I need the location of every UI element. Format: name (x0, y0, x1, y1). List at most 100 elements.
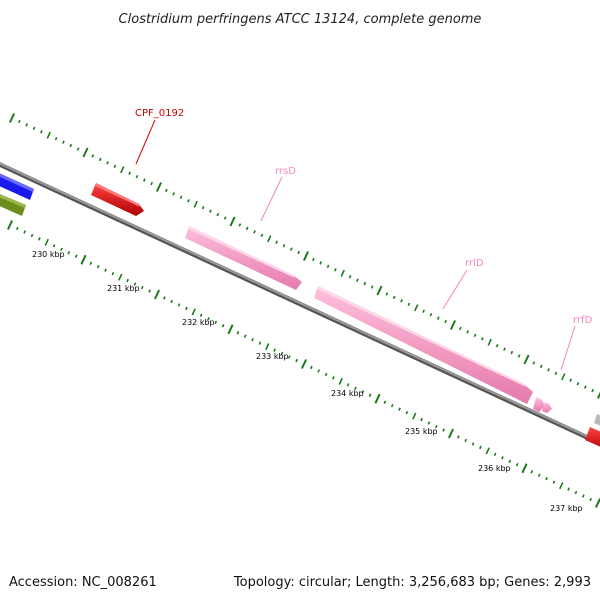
ruler-tick (153, 289, 161, 300)
ruler-labels: 230 kbp 231 kbp 232 kbp 233 kbp 234 kbp … (32, 250, 583, 513)
ruler-tick (589, 497, 593, 502)
ruler-tick (487, 338, 492, 346)
ruler-tick (493, 452, 497, 457)
genome-backbone (0, 162, 600, 446)
feature-gray[interactable] (594, 414, 600, 430)
ruler-tick (485, 447, 490, 455)
ruler-tick (170, 299, 174, 304)
ruler-tick (113, 164, 117, 169)
ruler-tick (245, 226, 249, 231)
ruler-tick (444, 319, 448, 324)
ruler-tick (591, 388, 595, 393)
ruler-tick (46, 131, 51, 139)
gene-cpf-0192[interactable] (91, 183, 144, 216)
ruler-tick (319, 261, 323, 265)
ruler-tick (434, 424, 438, 429)
map-title: Clostridium perfringens ATCC 13124, comp… (119, 12, 482, 27)
ruler-tick (98, 157, 102, 162)
ruler-tick (583, 385, 587, 389)
ruler-tick (142, 178, 146, 182)
ruler-tick (140, 285, 144, 290)
ruler-tick (508, 459, 512, 464)
ruler-tick (62, 140, 65, 144)
ruler-tick (275, 240, 278, 244)
ruler-tick (374, 393, 381, 404)
ruler-tick (80, 254, 87, 265)
ruler-tick (517, 354, 521, 358)
ruler-tick (54, 136, 58, 141)
ruler-tick (390, 403, 394, 408)
ruler-tick (251, 337, 254, 342)
feature-blue[interactable] (0, 169, 34, 200)
ruler-tick (199, 313, 203, 318)
ruler-tick (324, 372, 328, 377)
ruler-tick (326, 264, 330, 269)
ruler-tick (191, 308, 196, 316)
ruler-label-234: 234 kbp (331, 389, 364, 398)
ruler-tick (354, 386, 357, 391)
ruler-label-237: 237 kbp (550, 504, 583, 513)
ruler-tick (407, 302, 411, 307)
ruler-tick (346, 383, 350, 387)
ruler-tick (427, 421, 431, 425)
gene-rrsd[interactable] (185, 226, 302, 290)
ruler-tick (207, 317, 210, 321)
ruler-tick (221, 324, 225, 328)
ruler-tick (554, 371, 558, 376)
ruler-tick (201, 205, 205, 210)
ruler-label-230: 230 kbp (32, 250, 65, 259)
ruler-tick (6, 220, 14, 230)
ruler-tick (135, 174, 139, 179)
ruler-tick (436, 316, 440, 320)
ruler-tick (561, 373, 566, 381)
ruler-tick (179, 195, 183, 200)
ruler-tick (52, 244, 56, 248)
accession-text: Accession: NC_008261 (9, 575, 157, 590)
ruler-tick (332, 376, 335, 380)
ruler-tick (128, 171, 131, 175)
ruler-tick (273, 348, 276, 352)
ruler-tick (370, 285, 374, 289)
ruler-tick (400, 299, 403, 303)
ruler-tick (162, 296, 166, 300)
ruler-tick (120, 166, 125, 174)
ruler-tick (334, 268, 337, 272)
ruler-tick (177, 303, 181, 307)
ruler-tick (23, 230, 27, 234)
gene-label-rrsd: rrsD (275, 166, 296, 177)
ruler-tick (581, 494, 585, 498)
ruler-tick (236, 331, 240, 335)
ruler-tick (69, 143, 73, 148)
gene-rrld[interactable] (314, 286, 533, 404)
ruler-tick (209, 209, 212, 213)
ruler-tick (187, 199, 190, 203)
ruler-tick (32, 126, 36, 131)
gene-rrfd[interactable] (533, 397, 552, 413)
ruler-tick (297, 250, 301, 255)
ruler-label-232: 232 kbp (182, 318, 215, 327)
ruler-tick (44, 238, 49, 246)
ruler-tick (405, 410, 409, 415)
ruler-tick (223, 216, 227, 220)
ruler-tick (258, 341, 262, 345)
ruler-tick (501, 456, 504, 460)
ruler-tick (348, 274, 352, 279)
ruler-tick (464, 438, 468, 443)
ruler-tick (267, 235, 272, 243)
ruler-tick (596, 391, 600, 399)
ruler-tick (260, 233, 264, 238)
ruler-tick (76, 147, 80, 151)
ruler-tick (340, 269, 345, 277)
ruler-tick (229, 216, 236, 227)
ruler-tick (458, 326, 462, 331)
gene-red-right[interactable] (585, 427, 600, 451)
ruler-tick (253, 230, 256, 234)
gene-label-rrld: rrlD (465, 258, 484, 269)
ruler-tick (38, 237, 41, 241)
ruler-tick (392, 295, 396, 300)
ruler-tick (363, 281, 367, 286)
ruler-tick (537, 473, 541, 477)
ruler-tick (91, 154, 95, 158)
feature-olive[interactable] (0, 190, 26, 216)
